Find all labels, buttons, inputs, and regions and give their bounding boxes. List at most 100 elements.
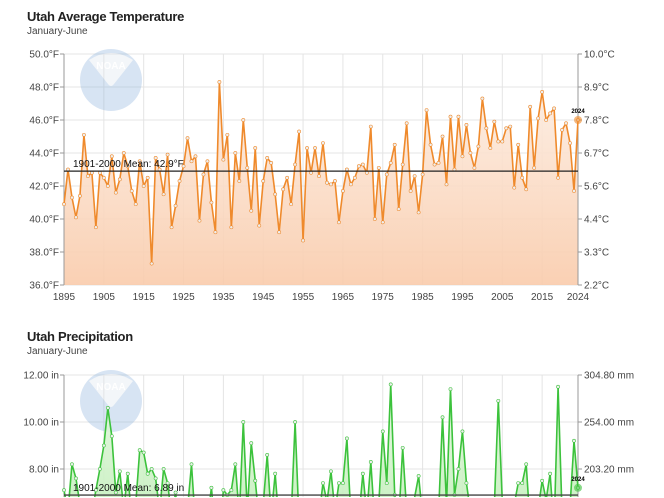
- temperature-data-point-1977: [388, 160, 393, 165]
- temperature-data-point-1936: [225, 132, 230, 137]
- temperature-data-point-1952: [289, 202, 294, 207]
- temperature-highlight-point: [574, 116, 582, 124]
- precipitation-data-point-1920: [161, 467, 166, 471]
- temperature-chart-title: Utah Average Temperature: [27, 9, 185, 24]
- temperature-x-tick-label: 1925: [172, 292, 195, 303]
- temperature-y-tick-label-left: 48.0°F: [29, 83, 59, 94]
- precipitation-data-point-2004: [496, 398, 501, 403]
- temperature-data-point-2008: [512, 185, 517, 190]
- temperature-data-point-2011: [524, 187, 529, 192]
- temperature-data-point-2000: [480, 96, 485, 101]
- temperature-data-point-1907: [109, 154, 114, 159]
- precipitation-data-point-1972: [368, 460, 373, 464]
- temperature-data-point-1903: [93, 225, 98, 230]
- precipitation-data-point-2015: [540, 478, 545, 483]
- temperature-data-point-1932: [209, 200, 214, 205]
- precipitation-data-point-1970: [360, 471, 365, 476]
- precipitation-data-point-2019: [556, 384, 560, 389]
- precipitation-data-point-1996: [464, 481, 469, 486]
- precipitation-chart-subtitle: January-June: [27, 346, 88, 357]
- temperature-data-point-1913: [133, 202, 138, 207]
- temperature-data-point-1925: [181, 164, 186, 169]
- temperature-data-point-1948: [273, 192, 278, 197]
- precipitation-y-tick-label-right: 304.80 mm: [584, 371, 634, 382]
- temperature-data-point-1973: [372, 217, 377, 221]
- temperature-chart-subtitle: January-June: [27, 26, 88, 37]
- precipitation-data-point-2017: [548, 471, 553, 476]
- temperature-data-point-1901: [86, 174, 90, 179]
- temperature-data-point-1950: [281, 187, 286, 192]
- temperature-data-point-1974: [376, 165, 381, 170]
- precipitation-mean-label: 1901-2000 Mean: 6.89 in: [73, 483, 184, 494]
- temperature-data-point-1929: [197, 218, 202, 223]
- temperature-data-point-1928: [193, 154, 198, 159]
- temperature-noaa-logo: NOAA: [80, 49, 142, 111]
- precipitation-data-point-1909: [117, 469, 122, 474]
- temperature-data-point-1911: [125, 164, 130, 169]
- temperature-data-point-1906: [105, 184, 110, 188]
- temperature-data-point-1975: [380, 220, 385, 225]
- temperature-data-point-1955: [301, 238, 305, 243]
- temperature-highlight-label: 2024: [571, 109, 585, 115]
- precipitation-data-point-1943: [253, 478, 258, 483]
- precipitation-data-point-1964: [337, 481, 341, 486]
- temperature-x-tick-label: 1985: [411, 292, 434, 303]
- noaa-logo-text: NOAA: [96, 61, 125, 72]
- temperature-data-point-1909: [117, 177, 122, 182]
- precipitation-y-tick-label-right: 203.20 mm: [584, 465, 634, 476]
- precipitation-data-point-1953: [293, 420, 298, 424]
- temperature-x-tick-label: 2005: [491, 292, 514, 303]
- temperature-data-point-1947: [269, 160, 274, 165]
- temperature-x-tick-label: 1895: [53, 292, 76, 303]
- temperature-data-point-2021: [564, 121, 568, 126]
- temperature-data-point-2005: [500, 139, 505, 144]
- temperature-data-point-1899: [78, 193, 82, 198]
- temperature-data-point-2009: [516, 142, 521, 147]
- precipitation-y-tick-label-right: 254.00 mm: [584, 418, 634, 429]
- temperature-data-point-1898: [74, 215, 78, 220]
- precipitation-data-point-1918: [153, 476, 158, 481]
- temperature-data-point-1956: [305, 146, 309, 150]
- temperature-data-point-1921: [165, 152, 170, 157]
- temperature-data-point-1997: [468, 151, 473, 155]
- precipitation-data-point-1923: [173, 490, 178, 495]
- temperature-data-point-1968: [352, 175, 357, 180]
- precipitation-noaa-logo: NOAA: [80, 370, 142, 432]
- temperature-data-point-1930: [201, 172, 206, 177]
- temperature-data-point-1970: [360, 162, 365, 167]
- precipitation-data-point-1960: [321, 481, 325, 486]
- temperature-y-tick-label-left: 46.0°F: [29, 116, 59, 127]
- temperature-data-point-1985: [420, 172, 425, 177]
- precipitation-data-point-1927: [189, 462, 194, 467]
- precipitation-data-point-1898: [74, 476, 78, 481]
- temperature-y-tick-label-right: 2.2°C: [584, 281, 609, 292]
- temperature-data-point-1895: [62, 202, 66, 207]
- temperature-data-point-1998: [472, 165, 477, 170]
- precipitation-data-point-1897: [70, 462, 74, 467]
- temperature-y-tick-label-left: 40.0°F: [29, 215, 59, 226]
- temperature-data-point-1976: [384, 172, 389, 177]
- temperature-area-fill: [64, 82, 578, 285]
- temperature-data-point-1982: [408, 189, 413, 193]
- precipitation-y-tick-label-left: 8.00 in: [29, 465, 59, 476]
- temperature-y-tick-label-right: 5.6°C: [584, 182, 609, 193]
- temperature-data-point-1949: [277, 230, 282, 235]
- temperature-data-point-1914: [137, 159, 142, 164]
- temperature-data-point-2019: [556, 175, 560, 180]
- precipitation-data-point-1915: [141, 450, 146, 455]
- precipitation-data-point-1984: [416, 474, 421, 478]
- precipitation-data-point-1914: [137, 448, 142, 453]
- temperature-data-point-2020: [560, 127, 564, 132]
- temperature-data-point-1999: [476, 144, 481, 149]
- temperature-data-point-2018: [552, 106, 556, 111]
- temperature-y-tick-label-left: 44.0°F: [29, 149, 59, 160]
- temperature-mean-label: 1901-2000 Mean: 42.9°F: [73, 159, 184, 170]
- precipitation-data-point-2010: [520, 481, 525, 486]
- temperature-y-tick-label-right: 7.8°C: [584, 116, 609, 127]
- temperature-data-point-1967: [348, 182, 353, 187]
- temperature-data-point-1986: [424, 108, 429, 113]
- temperature-data-point-1897: [70, 195, 74, 200]
- precipitation-data-point-1995: [460, 429, 465, 434]
- precipitation-data-point-2011: [524, 462, 529, 467]
